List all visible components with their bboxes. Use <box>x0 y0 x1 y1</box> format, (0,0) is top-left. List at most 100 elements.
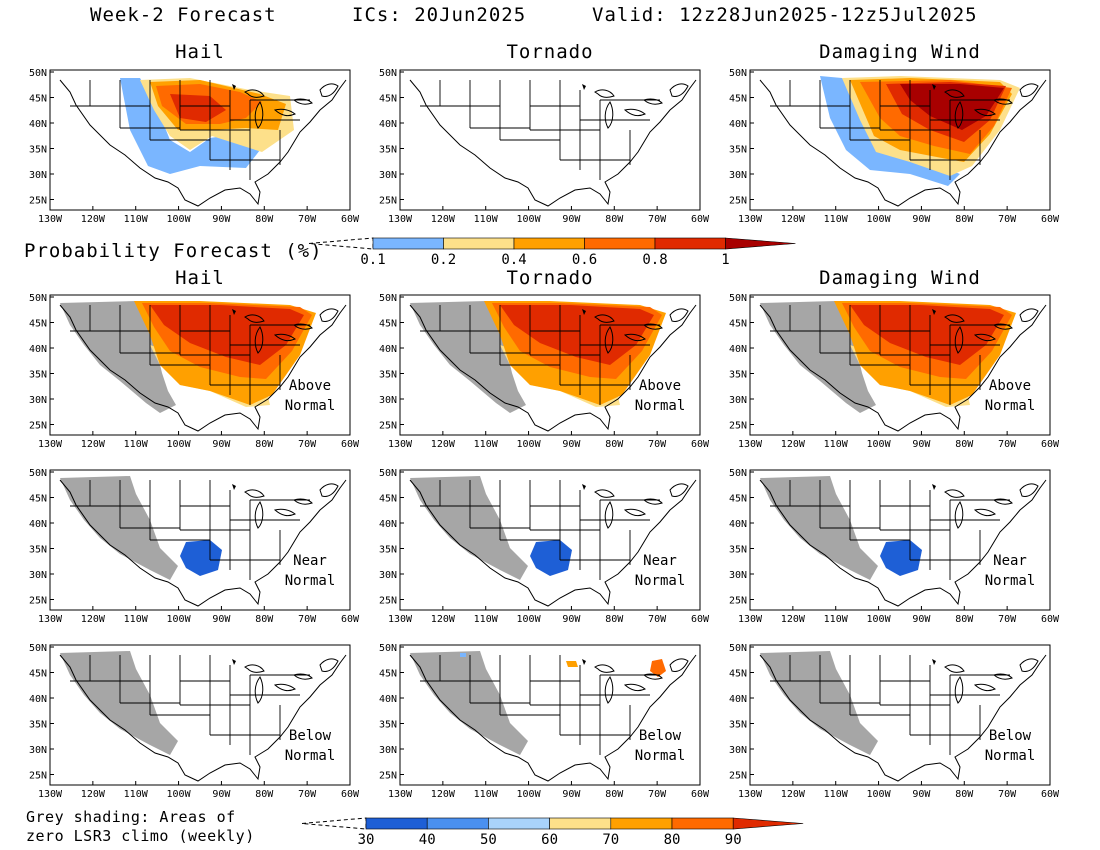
lon-tick-label: 90W <box>912 214 931 225</box>
lat-tick-label: 50N <box>29 68 47 79</box>
forecast-shading <box>60 651 178 755</box>
lon-tick-label: 130W <box>38 214 63 225</box>
lat-tick-label: 25N <box>379 196 397 207</box>
lat-tick-label: 40N <box>729 344 747 355</box>
lon-tick-label: 130W <box>38 789 63 800</box>
panel-frame <box>49 644 351 786</box>
lon-tick-label: 100W <box>517 614 542 625</box>
grey-shading-note-line1: Grey shading: Areas of <box>26 808 236 826</box>
lon-tick-label: 100W <box>517 789 542 800</box>
panel-frame <box>749 69 1051 211</box>
lon-tick-label: 90W <box>562 214 581 225</box>
forecast-shading <box>760 301 1016 413</box>
map-panel-r3-c1: 50N 45N 40N 35N 30N 25N 130W 120W 110W 100W 90W 80W… <box>29 468 360 625</box>
panel-frame <box>399 469 701 611</box>
lon-tick-label: 120W <box>431 439 456 450</box>
grey-shading-note-line2: zero LSR3 climo (weekly) <box>26 827 255 845</box>
panel-frame <box>749 294 1051 436</box>
panel-frame <box>49 469 351 611</box>
shading-grey <box>60 651 178 755</box>
lat-tick-label: 45N <box>29 494 47 505</box>
lat-tick-label: 30N <box>29 570 47 581</box>
lon-tick-label: 100W <box>167 789 192 800</box>
shading-blue <box>880 540 922 576</box>
lat-tick-label: 35N <box>379 720 397 731</box>
lat-tick-label: 50N <box>729 293 747 304</box>
probability-forecast-label: Probability Forecast (%) <box>24 240 323 262</box>
lat-tick-label: 45N <box>29 319 47 330</box>
lat-tick-label: 50N <box>29 643 47 654</box>
lon-tick-label: 120W <box>81 614 106 625</box>
lon-tick-label: 70W <box>648 214 667 225</box>
lon-tick-label: 100W <box>517 439 542 450</box>
tornado-anomaly-header: Tornado <box>506 267 594 289</box>
lon-tick-label: 120W <box>781 789 806 800</box>
lon-tick-label: 90W <box>212 214 231 225</box>
lon-tick-label: 80W <box>255 214 274 225</box>
lon-tick-label: 100W <box>167 439 192 450</box>
lon-tick-label: 60W <box>1041 614 1060 625</box>
damaging-wind-header: Damaging Wind <box>819 41 981 63</box>
lon-tick-label: 110W <box>824 439 849 450</box>
forecast-shading <box>760 476 922 580</box>
map-panel-r2-c3: 50N 45N 40N 35N 30N 25N 130W 120W 110W 100W 90W 80W… <box>729 293 1060 450</box>
map-panel-r3-c3: 50N 45N 40N 35N 30N 25N 130W 120W 110W 100W 90W 80W… <box>729 468 1060 625</box>
lon-tick-label: 80W <box>605 214 624 225</box>
lon-tick-label: 60W <box>691 439 710 450</box>
lon-tick-label: 110W <box>474 614 499 625</box>
shading-grey <box>60 301 176 413</box>
lon-tick-label: 110W <box>824 214 849 225</box>
shading-orange <box>566 661 578 667</box>
map-panel-r3-c2: 50N 45N 40N 35N 30N 25N 130W 120W 110W 100W 90W 80W… <box>379 468 710 625</box>
lon-tick-label: 110W <box>474 789 499 800</box>
lon-tick-label: 60W <box>1041 439 1060 450</box>
lat-tick-label: 45N <box>29 94 47 105</box>
category-note-line1: Above <box>289 378 331 394</box>
forecast-shading <box>60 476 222 580</box>
lon-tick-label: 110W <box>124 789 149 800</box>
lon-tick-label: 80W <box>605 614 624 625</box>
shading-red-orange <box>650 659 666 677</box>
lat-tick-label: 30N <box>729 170 747 181</box>
category-note-line1: Above <box>639 378 681 394</box>
panel-frame <box>399 294 701 436</box>
category-note-line2: Normal <box>985 748 1036 764</box>
lat-tick-label: 35N <box>729 370 747 381</box>
lat-tick-label: 40N <box>729 519 747 530</box>
lat-tick-label: 50N <box>379 468 397 479</box>
lat-tick-label: 50N <box>379 68 397 79</box>
lon-tick-label: 130W <box>388 214 413 225</box>
lat-tick-label: 30N <box>729 395 747 406</box>
lat-tick-label: 45N <box>379 669 397 680</box>
lat-tick-label: 30N <box>29 170 47 181</box>
lon-tick-label: 110W <box>474 214 499 225</box>
lon-tick-label: 60W <box>341 439 360 450</box>
lon-tick-label: 120W <box>431 214 456 225</box>
shading-blue <box>530 540 572 576</box>
lon-tick-label: 60W <box>1041 214 1060 225</box>
lon-tick-label: 90W <box>562 789 581 800</box>
category-note-line2: Normal <box>285 398 336 414</box>
lat-tick-label: 35N <box>29 370 47 381</box>
lat-tick-label: 45N <box>379 494 397 505</box>
lon-tick-label: 60W <box>341 214 360 225</box>
lat-tick-label: 50N <box>379 293 397 304</box>
lon-tick-label: 100W <box>517 214 542 225</box>
category-note-line2: Normal <box>985 573 1036 589</box>
category-note-line1: Near <box>643 553 677 569</box>
lon-tick-label: 130W <box>738 789 763 800</box>
lon-tick-label: 60W <box>691 214 710 225</box>
lat-tick-label: 40N <box>379 344 397 355</box>
lon-tick-label: 70W <box>998 439 1017 450</box>
lat-tick-label: 40N <box>379 694 397 705</box>
lon-tick-label: 80W <box>955 439 974 450</box>
lat-tick-label: 40N <box>29 119 47 130</box>
lon-tick-label: 60W <box>691 789 710 800</box>
lat-tick-label: 30N <box>379 395 397 406</box>
lat-tick-label: 45N <box>729 669 747 680</box>
lat-tick-label: 35N <box>729 145 747 156</box>
lat-tick-label: 50N <box>379 643 397 654</box>
valid-text: Valid: 12z28Jun2025-12z5Jul2025 <box>592 4 978 26</box>
lat-tick-label: 40N <box>29 694 47 705</box>
shading-red <box>850 305 1004 365</box>
